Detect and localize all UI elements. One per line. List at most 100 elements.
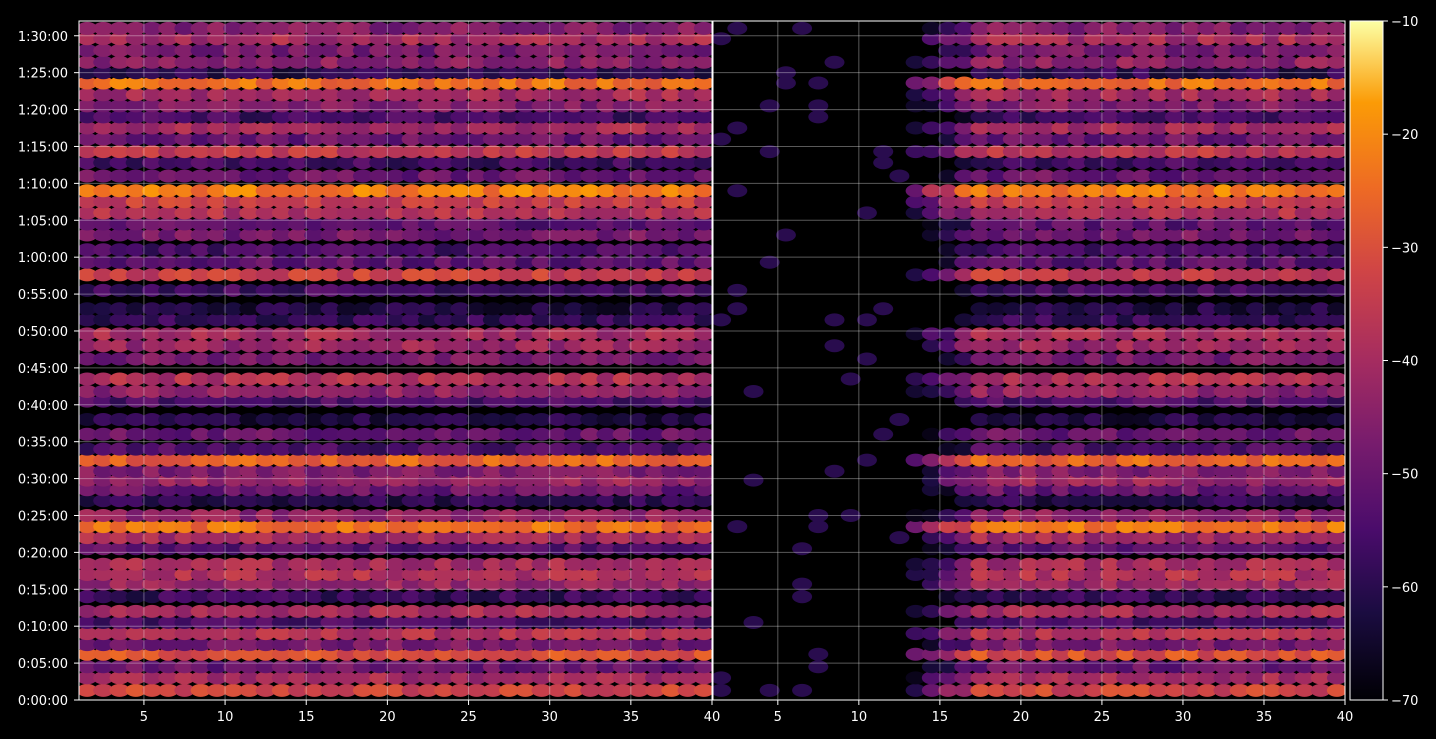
heat-cell [1326,268,1345,282]
heat-cell [596,283,617,297]
heat-cell [1262,121,1283,135]
heat-cell [596,394,617,408]
heat-cell [141,339,163,353]
heat-cell [109,44,130,57]
heat-cell [320,577,341,591]
heat-cell [580,542,601,556]
heat-cell [1229,243,1250,257]
heat-cell [938,352,958,366]
heat-cell [401,327,422,341]
heat-cell [93,671,114,685]
heat-cell [1262,604,1283,618]
heat-cell [336,55,357,69]
heat-cell [223,44,244,57]
heat-cell [1229,568,1250,581]
heat-cell [1100,32,1120,46]
heat-cell [693,520,712,534]
heat-cell [1116,206,1137,220]
heat-cell [1262,568,1283,581]
heat-cell [141,255,163,269]
heat-cell [223,66,244,80]
heat-cell [255,283,276,297]
heat-cell [580,473,601,487]
heat-cell [1067,184,1088,198]
heat-cell [352,627,374,641]
heat-cell [417,464,439,478]
heat-cell [401,372,422,386]
heat-cell [482,473,503,487]
heat-cell [141,542,163,556]
heat-cell [1294,542,1315,556]
heat-cell [661,604,682,618]
heat-cell [1002,509,1023,522]
heat-cell [288,442,309,456]
heat-cell [125,327,146,341]
heat-cell [1132,88,1153,102]
heat-cell [1164,121,1185,135]
heat-cell [1245,453,1266,467]
heat-cell [1051,255,1072,269]
heat-cell [1083,427,1104,441]
heat-cell [563,195,585,209]
heat-cell [808,110,829,124]
heat-cell [482,427,503,441]
heat-cell [1116,520,1137,534]
heat-cell [1181,638,1202,652]
heat-cell [1326,76,1345,90]
heat-cell [1294,156,1315,170]
heat-cell [1326,385,1345,398]
heat-cell [206,413,228,426]
heat-cell [206,255,228,269]
heat-cell [385,638,406,652]
heat-cell [1100,217,1120,231]
heat-cell [109,121,130,135]
heat-cell [158,32,179,46]
heat-cell [905,99,926,113]
heat-cell [547,542,568,556]
heat-cell [1132,195,1153,209]
heat-cell [352,110,374,124]
heat-cell [352,542,374,556]
heat-cell [970,110,991,124]
heat-cell [1116,616,1137,629]
heat-cell [1002,683,1023,697]
heat-cell [417,88,439,102]
heat-cell [450,55,471,69]
x-tick-label: 40 [1337,710,1354,725]
heat-cell [1083,520,1104,534]
heat-cell [1294,88,1315,102]
heat-cell [531,110,552,124]
heat-cell [938,638,958,652]
heat-cell [628,483,650,497]
heat-cell [1100,156,1120,170]
heat-cell [223,76,244,90]
heat-cell [320,427,341,441]
heat-cell [255,339,276,353]
heat-cell [288,313,309,327]
heat-cell [1067,206,1088,220]
heat-cell [369,55,390,69]
heat-cell [239,339,260,353]
heat-cell [288,255,309,269]
heat-cell [271,339,292,353]
heat-cell [596,110,617,124]
heat-cell [206,339,228,353]
heat-cell [1035,494,1056,508]
heat-cell [401,604,422,618]
heat-cell [1148,313,1169,327]
heat-cell [792,542,813,556]
heat-cell [1083,413,1104,426]
heat-cell [1019,21,1039,35]
heat-cell [206,169,228,183]
heat-cell [385,195,406,209]
heat-cell [1100,483,1120,497]
heat-cell [661,302,682,316]
heat-cell [661,44,682,57]
heat-cell [563,394,585,408]
heat-cell [1197,647,1218,661]
heat-cell [1116,88,1137,102]
heat-cell [1132,442,1153,456]
heat-cell [612,32,633,46]
heat-cell [1245,339,1266,353]
heat-cell [645,206,666,220]
